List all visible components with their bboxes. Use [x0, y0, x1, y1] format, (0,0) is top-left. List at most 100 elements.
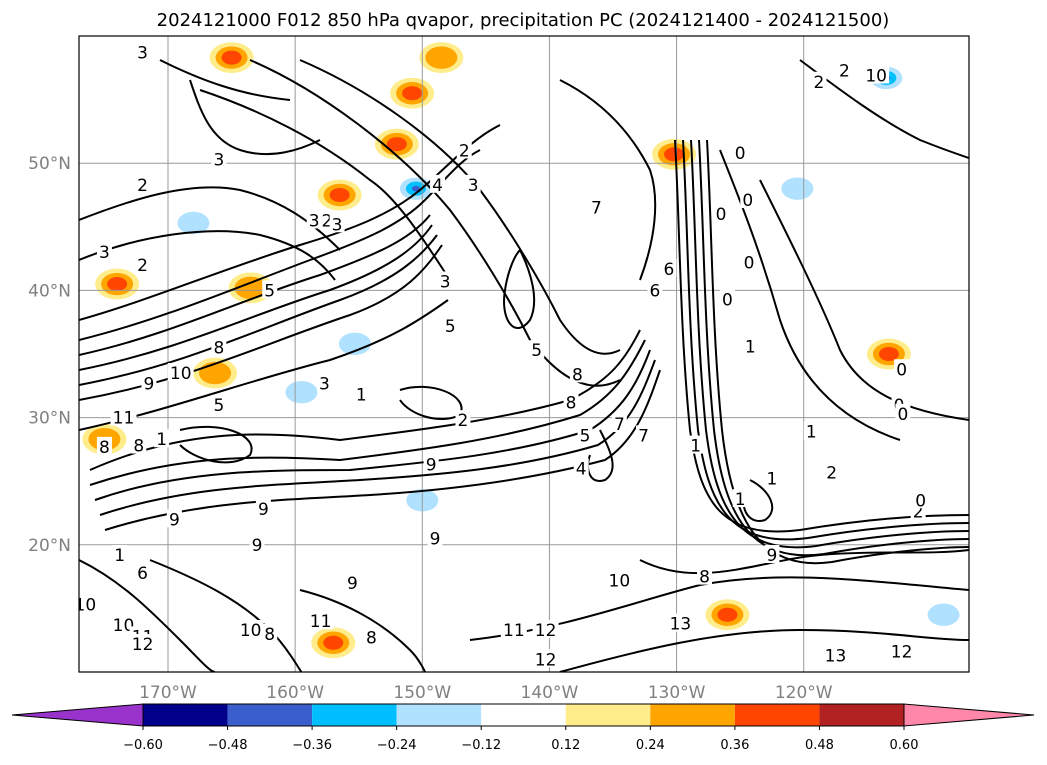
contour-label-bg	[129, 634, 156, 653]
contour-label: 5	[213, 396, 224, 416]
precip-anomaly-patch	[107, 277, 128, 292]
contour-label: 1	[735, 490, 746, 510]
contour-label-bg	[262, 623, 278, 642]
latitude-tick-labels: 50°N 40°N 30°N 20°N	[28, 154, 71, 556]
contour-label-bg	[764, 468, 780, 487]
contour-label: 3	[213, 150, 224, 170]
contour-line	[89, 329, 641, 471]
contour-label: 2	[826, 463, 837, 483]
contour-label: 1	[356, 386, 367, 406]
contour-line	[682, 139, 969, 541]
contour-label-bg	[255, 499, 271, 518]
contour-label: 4	[576, 459, 587, 479]
contour-label: 1	[156, 430, 167, 450]
contour-label-bg	[822, 645, 849, 664]
contour-label: 11	[310, 612, 332, 632]
contour-label: 3	[319, 374, 330, 394]
contour-label-bg	[803, 421, 819, 440]
colorbar-segment	[819, 704, 904, 726]
map-background	[79, 36, 969, 672]
contour-label: 8	[366, 629, 377, 649]
latitude-label: 40°N	[28, 281, 71, 301]
colorbar-tick-label: 0.36	[720, 738, 749, 753]
precip-anomaly-patch	[323, 635, 344, 650]
contour-label: 6	[650, 281, 661, 301]
contour-label: 0	[742, 191, 753, 211]
latitude-label: 20°N	[28, 536, 71, 556]
latitude-label: 50°N	[28, 154, 71, 174]
contour-label-bg	[135, 254, 151, 273]
contour-label-bg	[79, 594, 99, 613]
contour-label-bg	[732, 489, 748, 508]
contour-label-bg	[430, 174, 446, 193]
colorbar-extend-low	[11, 703, 144, 727]
chart-title: 2024121000 F012 850 hPa qvapor, precipit…	[157, 10, 890, 31]
contour-label: 2	[814, 73, 825, 93]
contour-label-bg	[532, 649, 559, 668]
contour-label-bg	[237, 620, 264, 639]
contour-label: 2	[459, 141, 470, 161]
contour-label: 9	[426, 456, 437, 476]
contour-line	[79, 299, 449, 431]
contour-label: 2	[839, 61, 850, 81]
contour-label: 10	[113, 616, 135, 636]
contour-label: 0	[722, 290, 733, 310]
map-frame	[78, 35, 970, 673]
contour-label-bg	[211, 149, 227, 168]
contour-label: 6	[137, 564, 148, 584]
contour-label: 0	[897, 405, 908, 425]
contour-line	[759, 179, 969, 421]
contour-label-bg	[719, 289, 735, 308]
contour-label: 2	[137, 176, 148, 196]
contour-label: 8	[99, 438, 110, 458]
contour-label-bg	[135, 42, 151, 61]
colorbar-tick-label: −0.36	[292, 738, 332, 753]
contour-label-bg	[811, 71, 827, 90]
contour-line	[79, 559, 216, 672]
precipitation-anomaly-layer	[82, 42, 966, 659]
contour-label: 10	[240, 621, 262, 641]
contour-label-bg	[131, 435, 147, 454]
contour-label-bg	[824, 462, 840, 481]
contour-label-bg	[573, 458, 589, 477]
contour-label: 13	[670, 615, 692, 635]
contour-line	[79, 234, 438, 386]
contour-line	[79, 244, 443, 401]
contour-label: 2	[137, 256, 148, 276]
contour-label-bg	[764, 544, 780, 563]
contour-label-bg	[732, 143, 748, 162]
contour-label: 12	[535, 621, 557, 641]
precip-anomaly-patch	[425, 46, 458, 69]
map-plot-area: 3322332358910118815312999999611010111210…	[79, 36, 969, 672]
contour-label-bg	[863, 65, 890, 84]
contour-label: 5	[445, 317, 456, 337]
contour-label: 11	[113, 409, 135, 429]
longitude-label: 150°W	[393, 683, 451, 703]
contour-label: 11	[503, 621, 525, 641]
contour-line	[559, 628, 969, 672]
contour-label-bg	[442, 316, 458, 335]
longitude-label: 130°W	[648, 683, 706, 703]
contour-label-bg	[894, 359, 910, 378]
longitude-label: 120°W	[775, 683, 833, 703]
contour-label: 8	[566, 393, 577, 413]
contour-label-bg	[427, 528, 443, 547]
contour-line	[179, 425, 253, 464]
contour-label: 0	[716, 205, 727, 225]
contour-line	[674, 139, 969, 533]
contour-line	[299, 59, 621, 355]
contour-label: 2	[458, 411, 469, 431]
precip-anomaly-patch	[717, 607, 738, 622]
contour-label: 8	[264, 625, 275, 645]
contour-label: 9	[252, 536, 263, 556]
contour-label-bg	[532, 620, 559, 639]
contour-label-bg	[211, 337, 227, 356]
contour-label: 4	[432, 176, 443, 196]
contour-label: 5	[531, 341, 542, 361]
contour-label-bg	[611, 413, 627, 432]
contour-label-bg	[363, 627, 379, 646]
contour-label-bg	[465, 174, 481, 193]
precip-anomaly-patch	[177, 211, 210, 235]
contour-label: 6	[664, 260, 675, 280]
